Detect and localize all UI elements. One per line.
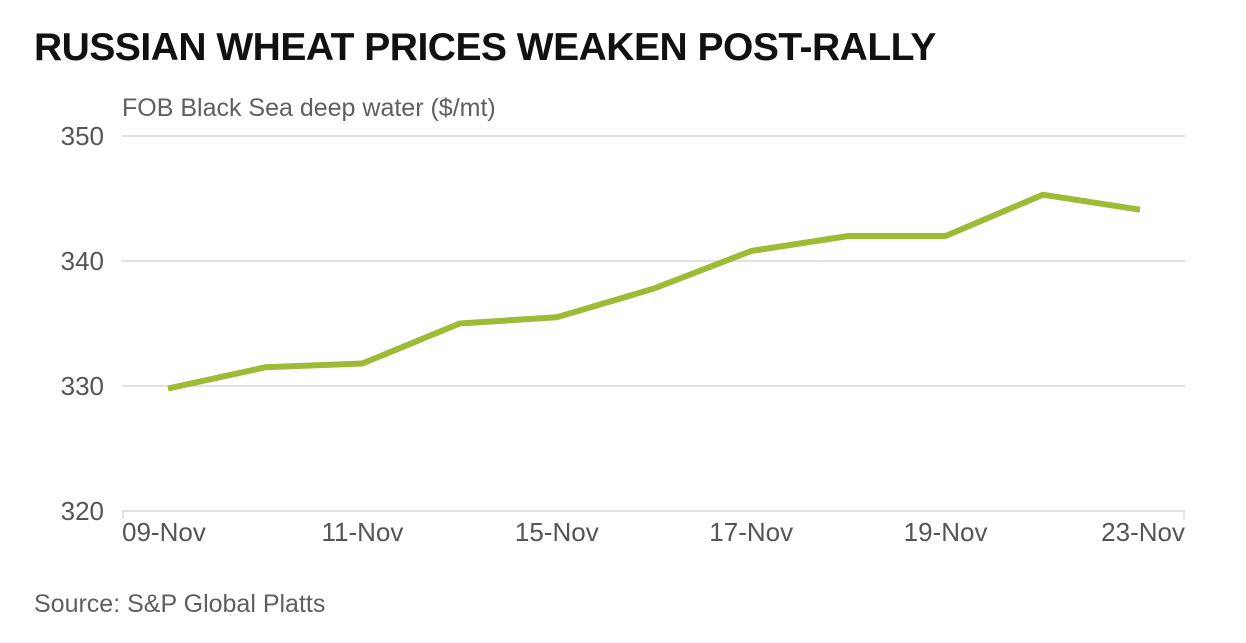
- x-tick-label-11-nov: 11-Nov: [321, 517, 403, 547]
- y-axis-label: FOB Black Sea deep water ($/mt): [122, 94, 496, 122]
- y-tick-labels: 320 330 340 350: [61, 121, 104, 526]
- y-tick-label-320: 320: [61, 496, 104, 526]
- x-tick-label-17-nov: 17-Nov: [709, 517, 793, 547]
- x-tick-label-19-nov: 19-Nov: [904, 517, 988, 547]
- x-tick-labels: 09-Nov 11-Nov 15-Nov 17-Nov 19-Nov 23-Nov: [122, 517, 1185, 547]
- chart-title: RUSSIAN WHEAT PRICES WEAKEN POST-RALLY: [34, 26, 936, 69]
- source-note: Source: S&P Global Platts: [34, 590, 326, 618]
- y-tick-label-350: 350: [61, 121, 104, 151]
- x-tick-label-23-nov: 23-Nov: [1101, 517, 1185, 547]
- x-tick-label-15-nov: 15-Nov: [515, 517, 599, 547]
- y-tick-label-340: 340: [61, 246, 104, 276]
- data-series: [167, 191, 1141, 392]
- y-tick-label-330: 330: [61, 371, 104, 401]
- grid-lines: [122, 135, 1185, 519]
- series-line: [167, 191, 1141, 392]
- x-tick-label-09-nov: 09-Nov: [122, 517, 206, 547]
